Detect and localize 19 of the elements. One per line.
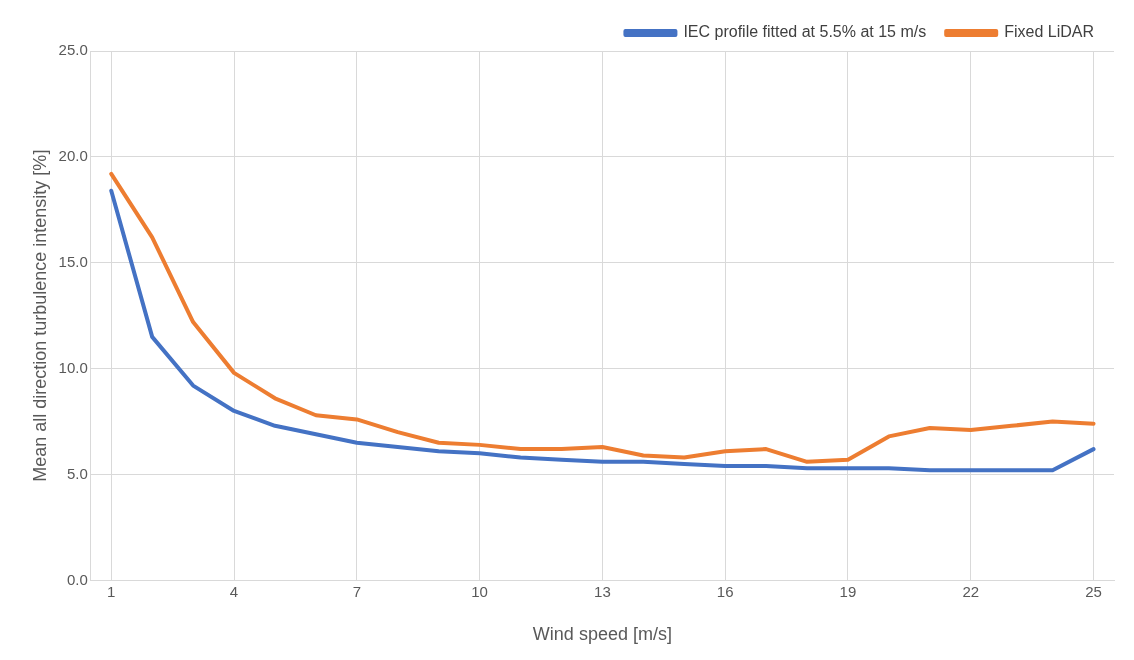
y-axis-title: Mean all direction turbulence intensity [%] [29, 149, 50, 482]
y-tick-label: 15.0 [58, 252, 88, 270]
x-tick-label: 13 [594, 582, 611, 600]
y-tick-label: 0.0 [66, 570, 88, 588]
x-tick-label: 19 [839, 582, 857, 600]
x-tick-label: 4 [229, 582, 239, 600]
x-tick-label: 10 [471, 582, 488, 600]
y-tick-label: 5.0 [66, 464, 88, 482]
legend-label: IEC profile fitted at 5.5% at 15 m/s [683, 23, 927, 41]
x-tick-label: 1 [107, 582, 116, 600]
y-tick-label: 10.0 [58, 358, 88, 376]
x-axis-title: Wind speed [m/s] [532, 624, 672, 645]
x-tick-label: 22 [962, 582, 980, 600]
x-tick-label: 16 [716, 582, 734, 600]
x-tick-label: 7 [352, 582, 361, 600]
y-tick-label: 20.0 [58, 147, 88, 165]
y-tick-label: 25.0 [58, 41, 88, 59]
x-tick-label: 25 [1085, 582, 1102, 600]
legend-label: Fixed LiDAR [1004, 23, 1095, 41]
